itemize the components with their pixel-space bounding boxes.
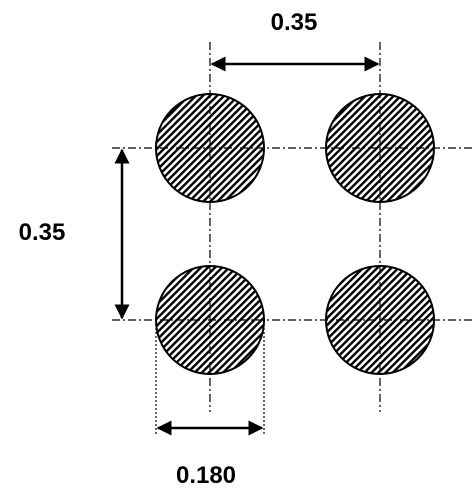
rods (155, 93, 435, 375)
pitch-horizontal-label: 0.35 (271, 9, 318, 36)
diameter-extension-lines (155, 320, 265, 436)
diameter-label: 0.180 (176, 462, 236, 489)
centerlines (112, 42, 475, 412)
pitch-vertical-label: 0.35 (19, 219, 66, 246)
dimension-arrows (114, 56, 380, 436)
